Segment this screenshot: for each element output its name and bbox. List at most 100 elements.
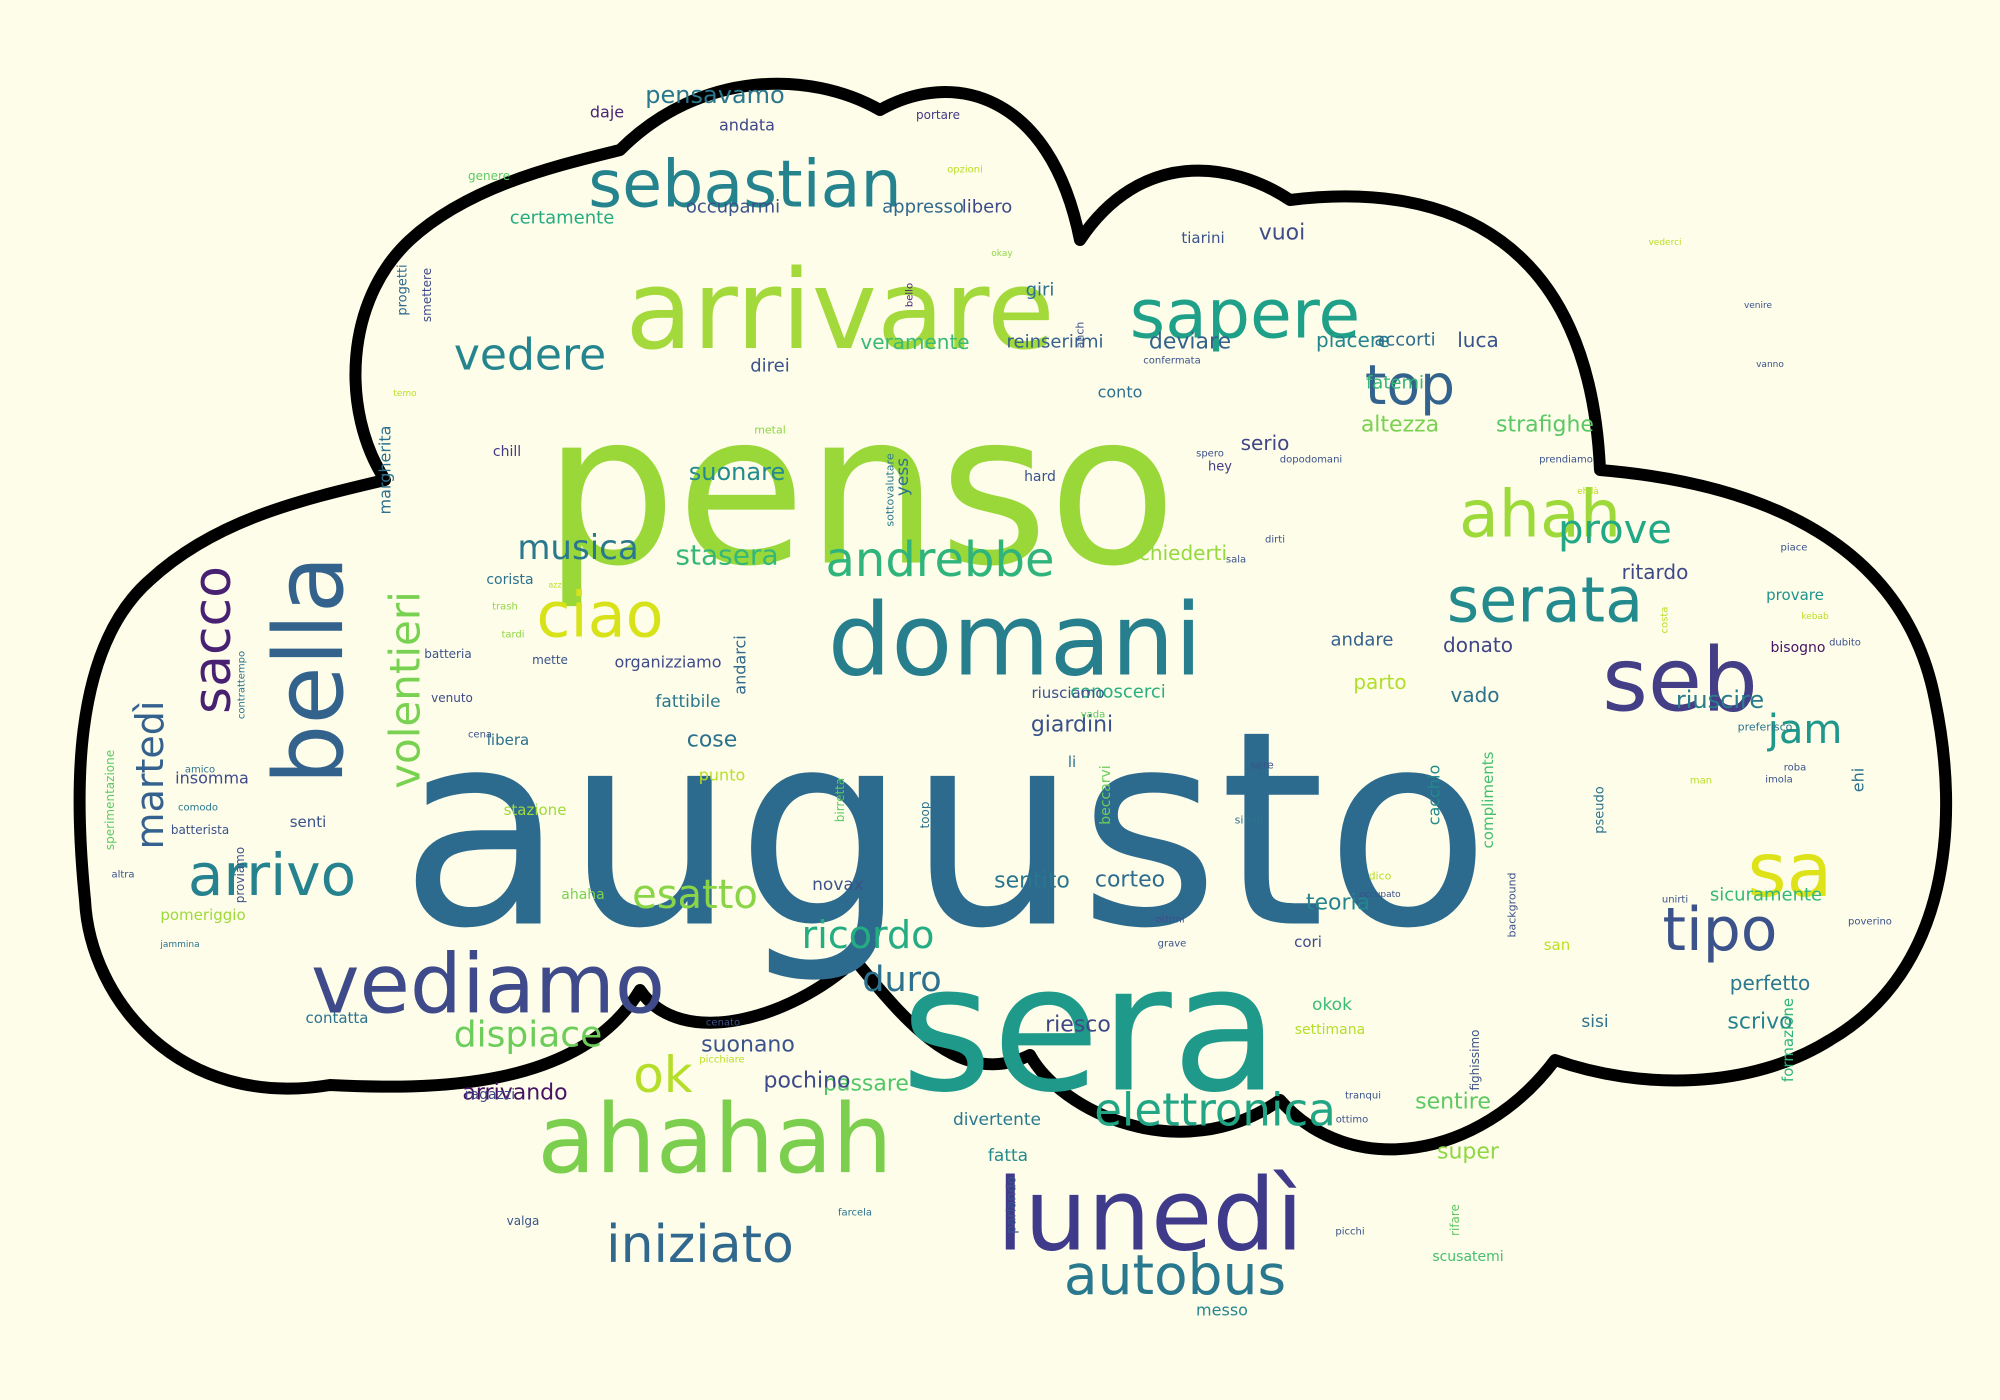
word-san: san — [1544, 936, 1571, 954]
word-riesco: riesco — [1045, 1013, 1111, 1038]
word-punto: punto — [699, 766, 746, 785]
word-strafighe: strafighe — [1496, 413, 1594, 438]
word-libero: libero — [962, 197, 1013, 218]
word-portare: portare — [916, 108, 960, 122]
word-suonare: suonare — [689, 458, 785, 486]
word-reinserirmi: reinserirmi — [1007, 332, 1104, 353]
word-parlando: parlando — [1005, 1176, 1020, 1234]
word-fatemi: fatemi — [1366, 373, 1424, 394]
word-vado: vado — [1450, 683, 1499, 707]
word-parto: parto — [1353, 670, 1406, 694]
word-super: super — [1437, 1140, 1500, 1165]
word-preferisco: preferisco — [1738, 721, 1793, 734]
word-seb: seb — [1602, 629, 1758, 732]
word-hey: hey — [1208, 460, 1232, 475]
word-progetti: progetti — [396, 264, 411, 315]
word-contatta: contatta — [306, 1009, 369, 1027]
word-costa: costa — [1660, 607, 1671, 634]
word-teoria: teoria — [1306, 891, 1370, 916]
word-sentire: sentire — [1415, 1090, 1491, 1115]
word-marted-: martedì — [128, 701, 172, 850]
word-vada: vada — [1081, 710, 1106, 721]
word-pseudo: pseudo — [1593, 786, 1608, 834]
word-dico: dico — [1369, 870, 1392, 883]
word-esatto: esatto — [632, 872, 758, 918]
word-sisi: sisi — [1581, 1012, 1608, 1032]
word-settimana: settimana — [1295, 1022, 1365, 1038]
word-appresso: appresso — [882, 197, 964, 218]
word-serio: serio — [1241, 431, 1290, 455]
word-organizziamo: organizziamo — [614, 653, 721, 672]
word-bello: bello — [905, 283, 916, 307]
word-birretta: birretta — [833, 778, 847, 823]
word-kebab: kebab — [1801, 612, 1829, 622]
word-ok: ok — [633, 1046, 693, 1104]
word-andarci: andarci — [731, 635, 750, 694]
word-divertente: divertente — [953, 1110, 1041, 1130]
word-jammina: jammina — [159, 940, 199, 950]
word-ehi: ehi — [1849, 768, 1868, 792]
word-suonano: suonano — [701, 1033, 795, 1058]
word-picchi: picchi — [1335, 1227, 1364, 1238]
word-venire: venire — [1744, 301, 1773, 311]
word-margherita: margherita — [376, 426, 395, 515]
word-piace: piace — [1781, 543, 1808, 554]
word-tipo: tipo — [1663, 895, 1778, 965]
word-formazione: formazione — [1779, 998, 1797, 1082]
word-amico: amico — [185, 765, 215, 776]
word-ricordo: ricordo — [802, 913, 935, 957]
word-unirti: unirti — [1662, 895, 1688, 906]
word-conto: conto — [1098, 383, 1143, 402]
word-duro: duro — [862, 960, 941, 1000]
word-stasera: stasera — [675, 539, 778, 572]
word-luca: luca — [1457, 328, 1498, 352]
word-vediamo: vediamo — [311, 938, 665, 1033]
word-corteo: corteo — [1095, 868, 1165, 893]
word-prendiamo: prendiamo — [1539, 455, 1593, 466]
word-senti: senti — [290, 813, 327, 831]
word-passare: passare — [823, 1072, 909, 1097]
word-arrivando: arrivando — [462, 1081, 567, 1106]
word-provare: provare — [1766, 586, 1824, 604]
word-altezza: altezza — [1361, 413, 1439, 438]
word-domani: domani — [828, 582, 1203, 699]
word-toop: toop — [918, 801, 932, 828]
word-autobus: autobus — [1064, 1243, 1286, 1307]
word-confermata: confermata — [1143, 356, 1200, 367]
word-roba: roba — [1784, 763, 1807, 774]
word-occuparmi: occuparmi — [686, 197, 780, 218]
word-dispiace: dispiace — [454, 1015, 602, 1056]
word-contrattempo: contrattempo — [237, 651, 248, 719]
word-occupato: occupato — [1359, 890, 1401, 900]
word-novax: novax — [812, 875, 864, 895]
word-ciao: ciao — [536, 579, 663, 652]
word-picchiare: picchiare — [699, 1055, 744, 1066]
word-ehil-: ehilà — [1577, 487, 1599, 497]
word-luned-: lunedì — [996, 1157, 1303, 1274]
word-temo: temo — [393, 389, 417, 399]
word-sebastian: sebastian — [588, 148, 901, 223]
word-group: augusto penso sera domani arrivare ahahah lune… — [103, 81, 1892, 1320]
word-sapere: sapere — [1130, 276, 1360, 355]
word-hard: hard — [1024, 469, 1056, 485]
word-ottimi: ottimi — [1155, 915, 1184, 926]
word-comodo: comodo — [178, 803, 218, 814]
word-venuto: venuto — [431, 691, 473, 705]
word-ahaha: ahaha — [561, 887, 604, 903]
word-penso: penso — [543, 368, 1177, 613]
word-cenato: cenato — [706, 1018, 740, 1029]
word-dubito: dubito — [1829, 638, 1861, 649]
word-andrebbe: andrebbe — [826, 532, 1055, 588]
word-arrivo: arrivo — [188, 841, 356, 909]
word-vedere: vedere — [454, 330, 606, 381]
word-cacchio: cacchio — [1425, 765, 1444, 826]
word-andata: andata — [719, 116, 775, 135]
word-opzioni: opzioni — [947, 165, 983, 176]
word-donato: donato — [1443, 633, 1513, 657]
word-andare: andare — [1331, 630, 1394, 651]
word-sera: sera — [901, 929, 1279, 1132]
word-ahah: ahah — [1459, 478, 1621, 553]
word-valga: valga — [507, 1214, 540, 1228]
word-pensavamo: pensavamo — [645, 81, 784, 109]
